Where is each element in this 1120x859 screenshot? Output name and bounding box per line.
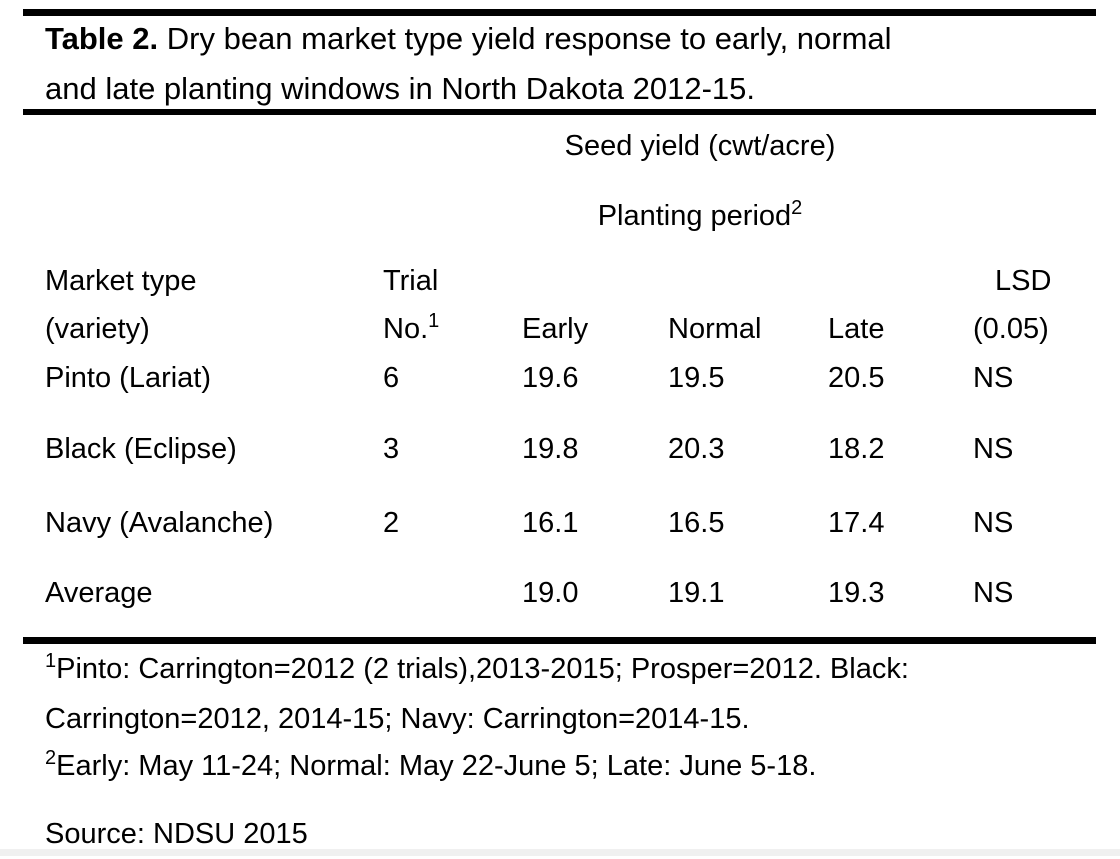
table-row-black: Black (Eclipse) 3 19.8 20.3 18.2 NS [45,431,1101,467]
table-bottom-rule [23,637,1096,644]
planting-period-label: Planting period [597,200,792,232]
footnote-1-text1: Pinto: Carrington=2012 (2 trials),2013-2… [56,653,909,685]
table-caption-text1: Dry bean market type yield response to e… [158,21,892,56]
table-row-navy: Navy (Avalanche) 2 16.1 16.5 17.4 NS [45,505,1101,541]
trial-no-label: No. [383,313,429,345]
table-row-average: Average 19.0 19.1 19.3 NS [45,575,1101,611]
footnote-2: 2Early: May 11-24; Normal: May 22-June 5… [45,741,816,791]
header-row-1: Market type Trial LSD [45,263,1101,299]
cell-lsd: NS [973,433,1014,465]
cell-trial-no: 6 [383,362,400,394]
table-top-rule [23,9,1096,16]
cell-early: 19.8 [522,433,579,465]
col-header-early-spacer [522,263,668,299]
cell-late: 19.3 [828,577,885,609]
cell-market-type: Average [45,577,153,609]
cell-normal: 20.3 [668,433,725,465]
cell-early: 19.0 [522,577,579,609]
footnote-marker-1-ref: 1 [428,310,440,332]
cell-normal: 19.1 [668,577,725,609]
cell-trial-no: 2 [383,507,400,539]
col-header-trial-no: No.1 [383,311,522,347]
footnote-1-line1: 1Pinto: Carrington=2012 (2 trials),2013-… [45,644,909,694]
cell-lsd: NS [973,362,1014,394]
footnote-1: 1Pinto: Carrington=2012 (2 trials),2013-… [45,644,909,744]
footnote-marker-2-ref: 2 [791,197,803,219]
table-header-rule [23,109,1096,115]
cell-late: 20.5 [828,362,885,394]
cell-late: 18.2 [828,433,885,465]
col-header-market-type: Market type [45,265,197,297]
cell-early: 19.6 [522,362,579,394]
footnote-marker-1: 1 [45,650,57,672]
cell-normal: 16.5 [668,507,725,539]
footnote-1-line2: Carrington=2012, 2014-15; Navy: Carringt… [45,703,750,735]
table-number-label: Table 2. [45,21,159,56]
header-row-2: (variety) No.1 Early Normal Late (0.05) [45,311,1101,347]
cell-early: 16.1 [522,507,579,539]
source-line: Source: NDSU 2015 [45,818,308,850]
col-header-normal: Normal [668,313,762,345]
cell-trial-no: 3 [383,433,400,465]
table-caption: Table 2. Dry bean market type yield resp… [45,14,892,114]
table-row-pinto: Pinto (Lariat) 6 19.6 19.5 20.5 NS [45,360,1101,396]
cell-market-type: Navy (Avalanche) [45,507,274,539]
page-bottom-strip [0,849,1120,856]
cell-market-type: Black (Eclipse) [45,433,237,465]
col-header-normal-spacer [668,263,828,299]
col-header-trial: Trial [383,265,439,297]
col-header-early: Early [522,313,589,345]
col-header-lsd: LSD [973,263,1101,299]
col-header-variety: (variety) [45,313,150,345]
col-header-late-spacer [828,263,973,299]
table-caption-line2: and late planting windows in North Dakot… [45,71,756,106]
cell-normal: 19.5 [668,362,725,394]
lsd-label: LSD [995,265,1052,297]
footnote-marker-2: 2 [45,747,57,769]
cell-late: 17.4 [828,507,885,539]
cell-trial-no [383,575,522,611]
footnote-2-text: Early: May 11-24; Normal: May 22-June 5;… [56,750,817,782]
table-caption-line1: Table 2. Dry bean market type yield resp… [45,14,892,64]
cell-market-type: Pinto (Lariat) [45,362,212,394]
spanning-header-planting-period: Planting period2 [420,198,980,234]
cell-lsd: NS [973,507,1014,539]
col-header-lsd-005: (0.05) [973,313,1049,345]
spanning-header-seed-yield: Seed yield (cwt/acre) [564,130,836,162]
col-header-late: Late [828,313,885,345]
cell-lsd: NS [973,577,1014,609]
